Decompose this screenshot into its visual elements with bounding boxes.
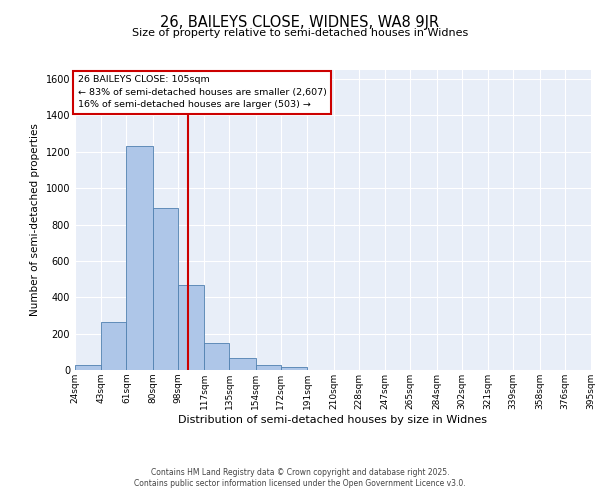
Bar [256, 365, 281, 370]
Bar [205, 342, 229, 370]
Bar [281, 368, 307, 370]
Text: 26, BAILEYS CLOSE, WIDNES, WA8 9JR: 26, BAILEYS CLOSE, WIDNES, WA8 9JR [160, 15, 440, 30]
Bar [178, 284, 205, 370]
Bar [229, 358, 256, 370]
Bar [75, 365, 101, 370]
Text: 26 BAILEYS CLOSE: 105sqm
← 83% of semi-detached houses are smaller (2,607)
16% o: 26 BAILEYS CLOSE: 105sqm ← 83% of semi-d… [78, 76, 326, 110]
X-axis label: Distribution of semi-detached houses by size in Widnes: Distribution of semi-detached houses by … [179, 414, 487, 424]
Text: Size of property relative to semi-detached houses in Widnes: Size of property relative to semi-detach… [132, 28, 468, 38]
Y-axis label: Number of semi-detached properties: Number of semi-detached properties [30, 124, 40, 316]
Bar [101, 322, 127, 370]
Bar [127, 146, 153, 370]
Bar [153, 208, 178, 370]
Text: Contains HM Land Registry data © Crown copyright and database right 2025.
Contai: Contains HM Land Registry data © Crown c… [134, 468, 466, 487]
